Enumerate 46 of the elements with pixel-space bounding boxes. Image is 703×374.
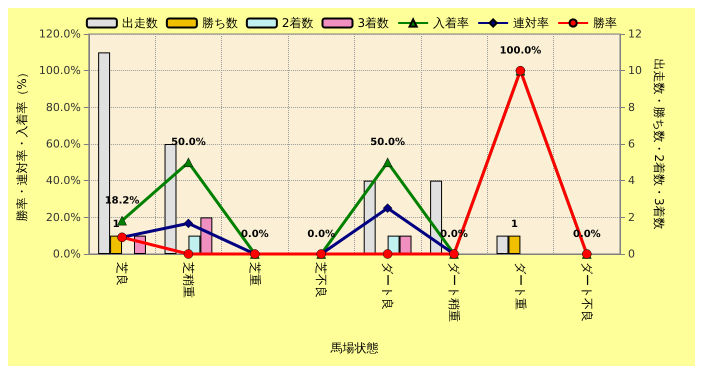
y2-tick-label: 12: [628, 28, 642, 40]
y2-tick-label: 10: [628, 64, 642, 78]
y-tick-label: 80.0%: [46, 100, 81, 114]
y-tick-label: 60.0%: [46, 138, 81, 150]
data-label: 100.0%: [500, 45, 542, 56]
point: [382, 249, 392, 259]
y-tick-label: 100.0%: [38, 64, 81, 78]
data-label: 0.0%: [240, 228, 269, 240]
data-label: 50.0%: [171, 137, 206, 148]
legend-label: 連対率: [513, 16, 550, 30]
legend-label: 勝率: [593, 16, 618, 30]
legend-label: 入着率: [433, 16, 470, 30]
data-label: 1: [510, 219, 518, 230]
x-tick-label: ダート不良: [580, 262, 594, 322]
x-tick-label: 芝不良: [314, 262, 328, 298]
y2-tick-label: 4: [628, 174, 635, 188]
legend-label: 出走数: [122, 16, 158, 30]
point: [184, 249, 194, 259]
y2-tick-label: 2: [628, 210, 635, 224]
point: [382, 203, 392, 213]
legend-label: 勝ち数: [202, 16, 238, 30]
legend-label: 2着数: [282, 16, 314, 30]
data-label: 1: [112, 219, 120, 230]
y2-tick-label: 6: [628, 138, 635, 150]
y2-tick-label: 8: [628, 100, 635, 114]
x-tick-label: ダート良: [380, 262, 395, 310]
x-tick-label: 芝良: [115, 262, 130, 286]
y-tick-label: 120.0%: [38, 28, 81, 40]
y-axis-title: 勝率・連対率・入着率（%）: [15, 66, 29, 222]
point: [184, 218, 194, 228]
point: [184, 158, 194, 168]
bar: [164, 144, 176, 254]
y-tick-label: 20.0%: [46, 210, 81, 224]
x-tick-label: 芝稍重: [181, 262, 196, 298]
y2-tick-label: 0: [628, 248, 635, 260]
x-tick-label: ダート重: [513, 262, 528, 310]
x-tick-label: 芝重: [248, 262, 262, 286]
y2-axis-title: 出走数・勝ち数・2着数・3着数: [652, 58, 666, 230]
y-tick-label: 40.0%: [46, 174, 81, 188]
x-tick-label: ダート稍重: [447, 262, 462, 322]
x-axis-title: 馬場状態: [329, 341, 378, 355]
point: [382, 158, 392, 168]
data-label: 0.0%: [307, 228, 336, 240]
data-label: 50.0%: [370, 137, 405, 148]
legend-label: 3着数: [358, 16, 390, 30]
y-tick-label: 0.0%: [52, 248, 81, 260]
